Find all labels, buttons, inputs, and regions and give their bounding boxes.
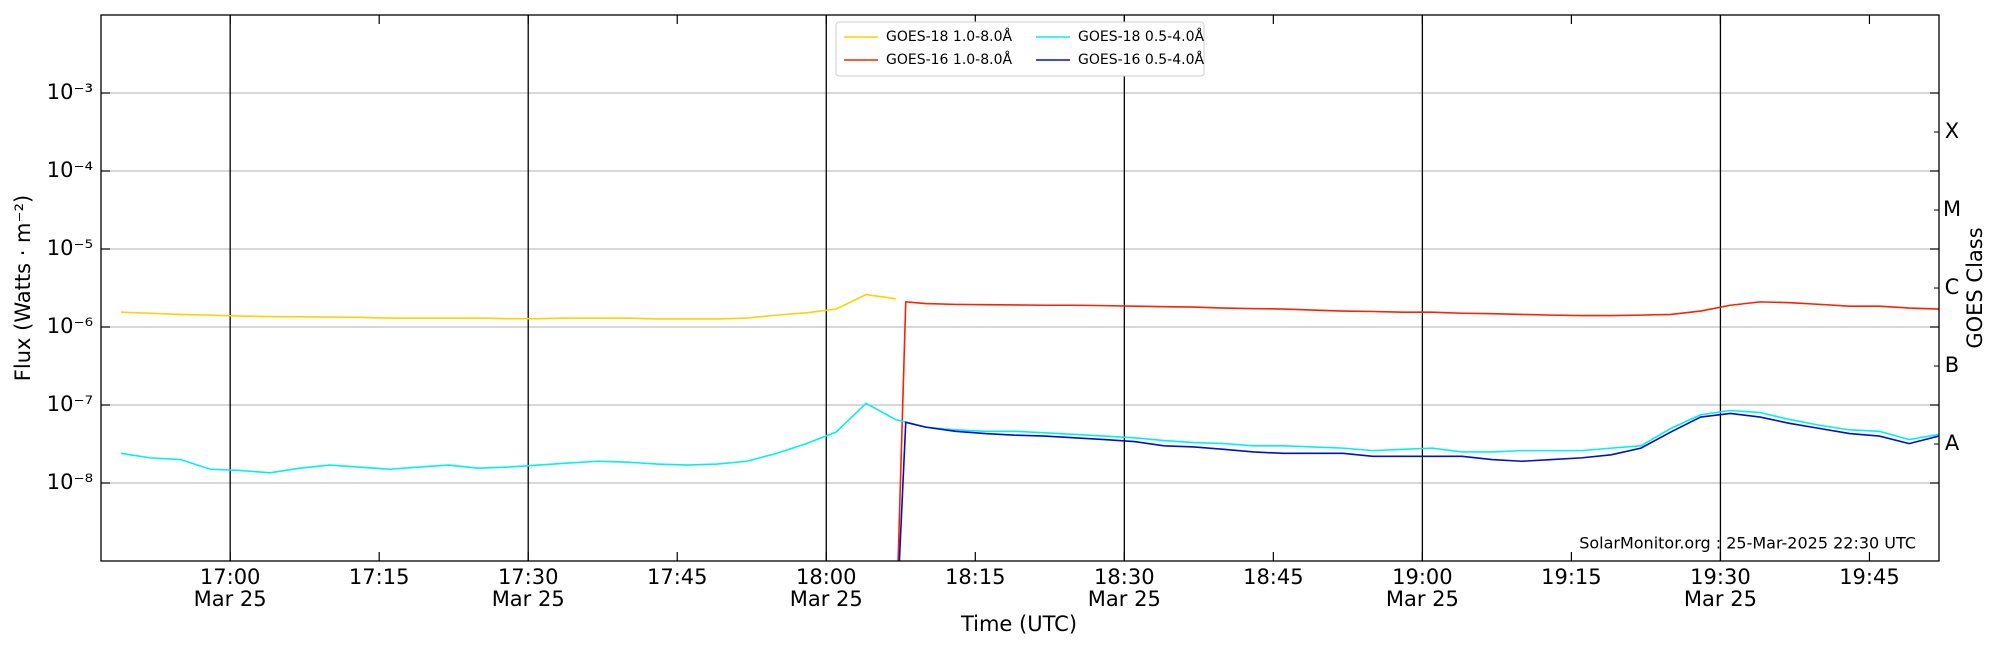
x-tick-date: Mar 25 bbox=[492, 587, 565, 611]
y2-tick-label: M bbox=[1943, 197, 1961, 221]
y2-axis-label: GOES Class bbox=[1963, 227, 1987, 348]
y-axis-label: Flux (Watts · m⁻²) bbox=[11, 195, 35, 381]
x-tick-label: 18:30 bbox=[1094, 565, 1155, 589]
x-tick-label: 17:15 bbox=[349, 565, 410, 589]
plot-area bbox=[120, 293, 1939, 561]
legend-text: GOES-16 0.5-4.0Å bbox=[1078, 51, 1204, 68]
x-tick-label: 18:45 bbox=[1243, 565, 1304, 589]
plot-frame bbox=[100, 14, 1940, 562]
series-line bbox=[120, 402, 1939, 474]
y2-tick-label: B bbox=[1945, 353, 1959, 377]
x-tick-date: Mar 25 bbox=[1386, 587, 1459, 611]
legend-text: GOES-18 1.0-8.0Å bbox=[886, 28, 1012, 45]
x-tick-label: 18:00 bbox=[796, 565, 857, 589]
x-tick-label: 19:30 bbox=[1690, 565, 1751, 589]
x-tick-date: Mar 25 bbox=[1088, 587, 1161, 611]
x-tick-label: 17:30 bbox=[498, 565, 559, 589]
series-line bbox=[120, 293, 896, 320]
x-tick-label: 18:15 bbox=[945, 565, 1006, 589]
y-tick-label: 10⁻⁷ bbox=[47, 392, 93, 416]
legend-box bbox=[835, 21, 1205, 77]
y2-tick-label: X bbox=[1945, 119, 1959, 143]
x-axis-label: Time (UTC) bbox=[960, 612, 1077, 636]
y-tick-label: 10⁻⁴ bbox=[47, 158, 93, 182]
y-tick-label: 10⁻⁸ bbox=[47, 470, 93, 494]
legend-text: GOES-18 0.5-4.0Å bbox=[1078, 28, 1204, 45]
annotation: SolarMonitor.org : 25-Mar-2025 22:30 UTC bbox=[1579, 534, 1916, 553]
y-tick-label: 10⁻³ bbox=[47, 80, 93, 104]
y2-tick-label: A bbox=[1945, 431, 1960, 455]
x-tick-label: 19:45 bbox=[1839, 565, 1900, 589]
y-tick-label: 10⁻⁶ bbox=[47, 314, 93, 338]
x-tick-label: 17:00 bbox=[200, 565, 261, 589]
y2-tick-label: C bbox=[1945, 275, 1960, 299]
x-tick-label: 19:15 bbox=[1541, 565, 1602, 589]
y-tick-label: 10⁻⁵ bbox=[47, 236, 93, 260]
x-tick-date: Mar 25 bbox=[1684, 587, 1757, 611]
series-line bbox=[898, 412, 1939, 561]
x-tick-label: 17:45 bbox=[647, 565, 708, 589]
x-tick-date: Mar 25 bbox=[194, 587, 267, 611]
series-line bbox=[897, 301, 1939, 561]
legend-text: GOES-16 1.0-8.0Å bbox=[886, 51, 1012, 68]
x-tick-label: 19:00 bbox=[1392, 565, 1453, 589]
x-tick-date: Mar 25 bbox=[790, 587, 863, 611]
